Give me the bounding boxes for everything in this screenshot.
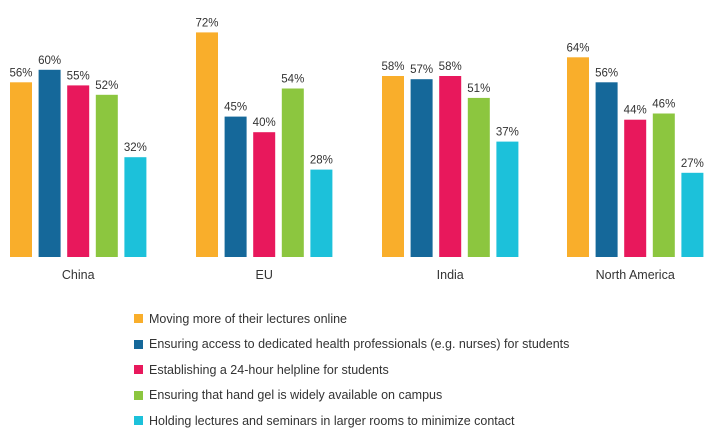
legend-swatch-series-4	[134, 390, 143, 400]
value-label-north-america-series-3: 44%	[624, 105, 647, 117]
bar-north-america-series-2	[595, 82, 618, 257]
legend-item-series-2: Ensuring access to dedicated health prof…	[134, 332, 569, 358]
legend-swatch-series-2	[134, 339, 143, 349]
legend-label-series-3: Establishing a 24-hour helpline for stud…	[149, 362, 389, 377]
value-label-eu-series-2: 45%	[224, 102, 247, 114]
bar-india-series-1	[382, 76, 404, 257]
bar-north-america-series-1	[567, 57, 589, 257]
value-label-india-series-5: 37%	[496, 127, 519, 139]
value-label-eu-series-4: 54%	[281, 74, 304, 86]
value-label-north-america-series-2: 56%	[595, 67, 618, 79]
bars-layer	[10, 32, 704, 258]
value-label-north-america-series-1: 64%	[566, 42, 589, 54]
bar-china-series-4	[95, 94, 118, 257]
bar-north-america-series-5	[681, 172, 704, 257]
value-label-india-series-4: 51%	[467, 83, 490, 95]
legend-label-series-1: Moving more of their lectures online	[149, 311, 348, 326]
legend-item-series-5: Holding lectures and seminars in larger …	[134, 408, 569, 434]
value-label-eu-series-3: 40%	[253, 117, 276, 129]
bar-eu-series-2	[224, 116, 247, 257]
bar-north-america-series-4	[652, 113, 675, 257]
value-label-eu-series-5: 28%	[310, 155, 333, 167]
legend-swatch-series-1	[134, 314, 143, 324]
legend-item-series-3: Establishing a 24-hour helpline for stud…	[134, 357, 569, 383]
value-label-china-series-4: 52%	[95, 80, 118, 92]
legend-swatch-series-5	[134, 416, 143, 426]
value-label-china-series-5: 32%	[124, 142, 147, 154]
value-label-india-series-1: 58%	[381, 61, 404, 73]
legend-label-series-2: Ensuring access to dedicated health prof…	[149, 337, 570, 352]
chart-legend: Moving more of their lectures online Ensu…	[134, 306, 569, 434]
category-label-china: China	[62, 268, 95, 282]
legend-label-series-5: Holding lectures and seminars in larger …	[149, 413, 515, 428]
value-label-india-series-2: 57%	[410, 64, 433, 76]
bar-china-series-1	[10, 82, 32, 257]
bar-eu-series-5	[310, 169, 333, 257]
category-label-india: India	[437, 268, 464, 282]
bar-north-america-series-3	[624, 119, 647, 257]
bar-india-series-4	[467, 97, 490, 258]
bar-india-series-5	[496, 141, 519, 257]
value-label-china-series-2: 60%	[38, 55, 61, 67]
bar-china-series-5	[124, 157, 147, 257]
bar-eu-series-4	[281, 88, 304, 257]
value-label-china-series-1: 56%	[9, 67, 32, 79]
legend-item-series-1: Moving more of their lectures online	[134, 306, 569, 332]
bar-india-series-3	[439, 76, 462, 257]
bar-eu-series-1	[196, 32, 218, 258]
value-label-china-series-3: 55%	[67, 70, 90, 82]
value-label-north-america-series-5: 27%	[681, 158, 704, 170]
bar-china-series-2	[38, 69, 61, 257]
legend-swatch-series-3	[134, 365, 143, 375]
value-label-india-series-3: 58%	[439, 61, 462, 73]
category-label-north-america: North America	[596, 268, 675, 282]
bar-india-series-2	[410, 79, 433, 257]
legend-label-series-4: Ensuring that hand gel is widely availab…	[149, 388, 443, 403]
category-label-eu: EU	[256, 268, 273, 282]
legend-item-series-4: Ensuring that hand gel is widely availab…	[134, 383, 569, 409]
bar-eu-series-3	[253, 132, 276, 257]
bar-china-series-3	[67, 85, 90, 258]
value-label-eu-series-1: 72%	[195, 17, 218, 29]
value-label-north-america-series-4: 46%	[652, 99, 675, 111]
value-labels-layer: 56% 60% 55% 52% 32% 72% 45% 40% 54% 28% 58% 57% 58% 5…	[9, 17, 703, 169]
category-labels-layer: China EU India North America	[62, 268, 675, 282]
